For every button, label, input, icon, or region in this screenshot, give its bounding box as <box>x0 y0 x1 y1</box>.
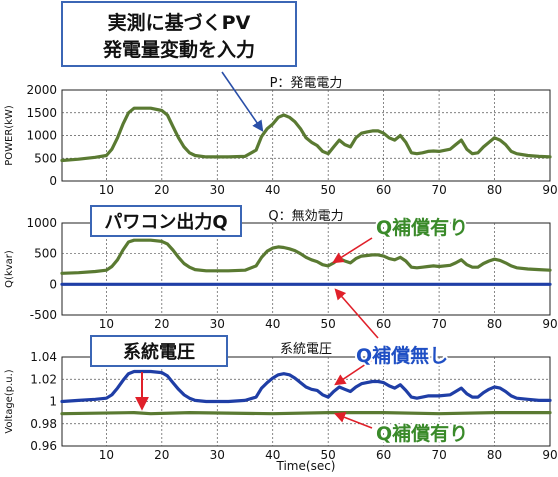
power-x-tick-label: 30 <box>210 183 225 197</box>
power-y-tick-label: 0 <box>49 174 57 188</box>
power-chart: 10 20 30 40 50 60 70 80 90 0 500 1000 1500 2000 POWER(… <box>4 76 558 197</box>
q-comp-yes-top-label: Q補償有り <box>376 216 468 239</box>
reactive-power-chart: 10 20 30 40 50 60 70 80 90 -500 0 500 1000 Q(kvar) Q：無… <box>4 209 558 331</box>
reactive-power-x-tick-label: 80 <box>487 317 502 331</box>
reactive-power-x-tick-label: 90 <box>542 317 557 331</box>
reactive-power-y-tick-label: -500 <box>30 308 57 322</box>
power-x-tick-label: 60 <box>376 183 391 197</box>
pcs-output-callout: パワコン出力Q <box>90 205 242 237</box>
grid-voltage-label: 系統電圧 <box>123 341 195 363</box>
reactive-power-x-tick-label: 20 <box>154 317 169 331</box>
q-comp-no-arrow-down <box>334 359 373 386</box>
pcs-output-label: パワコン出力Q <box>104 211 227 233</box>
voltage-x-axis-label: Time(sec) <box>276 459 336 473</box>
q-comp-no-label: Q補償無し <box>356 344 448 367</box>
reactive-power-x-tick-label: 50 <box>321 317 336 331</box>
voltage-x-tick-label: 20 <box>154 448 169 462</box>
voltage-y-tick-label: 0.96 <box>30 439 57 453</box>
power-x-tick-label: 90 <box>542 183 557 197</box>
reactive-power-x-tick-label: 60 <box>376 317 391 331</box>
q-comp-yes-bottom-arrow <box>333 412 373 429</box>
power-x-tick-label: 80 <box>487 183 502 197</box>
power-x-tick-label: 10 <box>99 183 114 197</box>
voltage-x-tick-label: 60 <box>376 448 391 462</box>
power-y-axis-label: POWER(kW) <box>4 105 15 166</box>
input-callout-line2: 発電量変動を入力 <box>102 38 255 61</box>
voltage-y-tick-label: 1.02 <box>30 372 57 386</box>
reactive-power-title: Q：無効電力 <box>268 209 343 224</box>
reactive-power-y-tick-label: 0 <box>49 277 57 291</box>
voltage-x-tick-label: 40 <box>265 448 280 462</box>
q-comp-yes-top-arrow <box>332 237 373 264</box>
power-x-tick-label: 40 <box>265 183 280 197</box>
power-x-tick-label: 50 <box>321 183 336 197</box>
power-title: P：発電電力 <box>270 76 343 91</box>
power-y-tick-label: 500 <box>34 151 57 165</box>
q-comp-yes-bottom-label: Q補償有り <box>376 422 468 445</box>
voltage-title: 系統電圧 <box>280 342 332 357</box>
input-callout: 実測に基づくPV 発電量変動を入力 <box>61 1 297 67</box>
grid-voltage-callout: 系統電圧 <box>90 335 228 367</box>
power-x-tick-label: 70 <box>431 183 446 197</box>
voltage-x-tick-label: 30 <box>210 448 225 462</box>
voltage-x-tick-label: 90 <box>542 448 557 462</box>
voltage-chart: 10 20 30 40 50 60 70 80 90 0.96 0.98 1 1.02 1.04 Volta… <box>4 342 558 473</box>
reactive-power-x-tick-label: 40 <box>265 317 280 331</box>
voltage-x-tick-label: 70 <box>431 448 446 462</box>
voltage-x-tick-label: 50 <box>321 448 336 462</box>
voltage-y-tick-label: 0.98 <box>30 417 57 431</box>
power-series-line-1 <box>60 106 552 163</box>
voltage-y-tick-label: 1.04 <box>30 350 57 364</box>
reactive-power-y-tick-label: 500 <box>34 247 57 261</box>
power-y-tick-label: 2000 <box>26 83 57 97</box>
voltage-x-tick-label: 80 <box>487 448 502 462</box>
voltage-y-axis-label: Voltage(p.u.) <box>4 369 15 433</box>
annotation-arrows <box>135 71 379 429</box>
voltage-series-line-2 <box>60 411 552 416</box>
power-y-tick-label: 1500 <box>26 106 57 120</box>
reactive-power-x-tick-label: 70 <box>431 317 446 331</box>
voltage-x-tick-label: 10 <box>99 448 114 462</box>
reactive-power-x-tick-label: 10 <box>99 317 114 331</box>
voltage-series-line-1 <box>60 369 552 404</box>
reactive-power-plot-area <box>61 222 551 316</box>
q-comp-no-arrow-up <box>334 288 379 339</box>
input-callout-line1: 実測に基づくPV <box>108 11 251 34</box>
reactive-power-y-axis-label: Q(kvar) <box>4 250 15 288</box>
power-y-tick-label: 1000 <box>26 129 57 143</box>
reactive-power-x-tick-label: 30 <box>210 317 225 331</box>
reactive-power-y-tick-label: 1000 <box>26 216 57 230</box>
input-arrow <box>221 71 264 132</box>
power-x-tick-label: 20 <box>154 183 169 197</box>
voltage-y-tick-label: 1 <box>49 395 57 409</box>
